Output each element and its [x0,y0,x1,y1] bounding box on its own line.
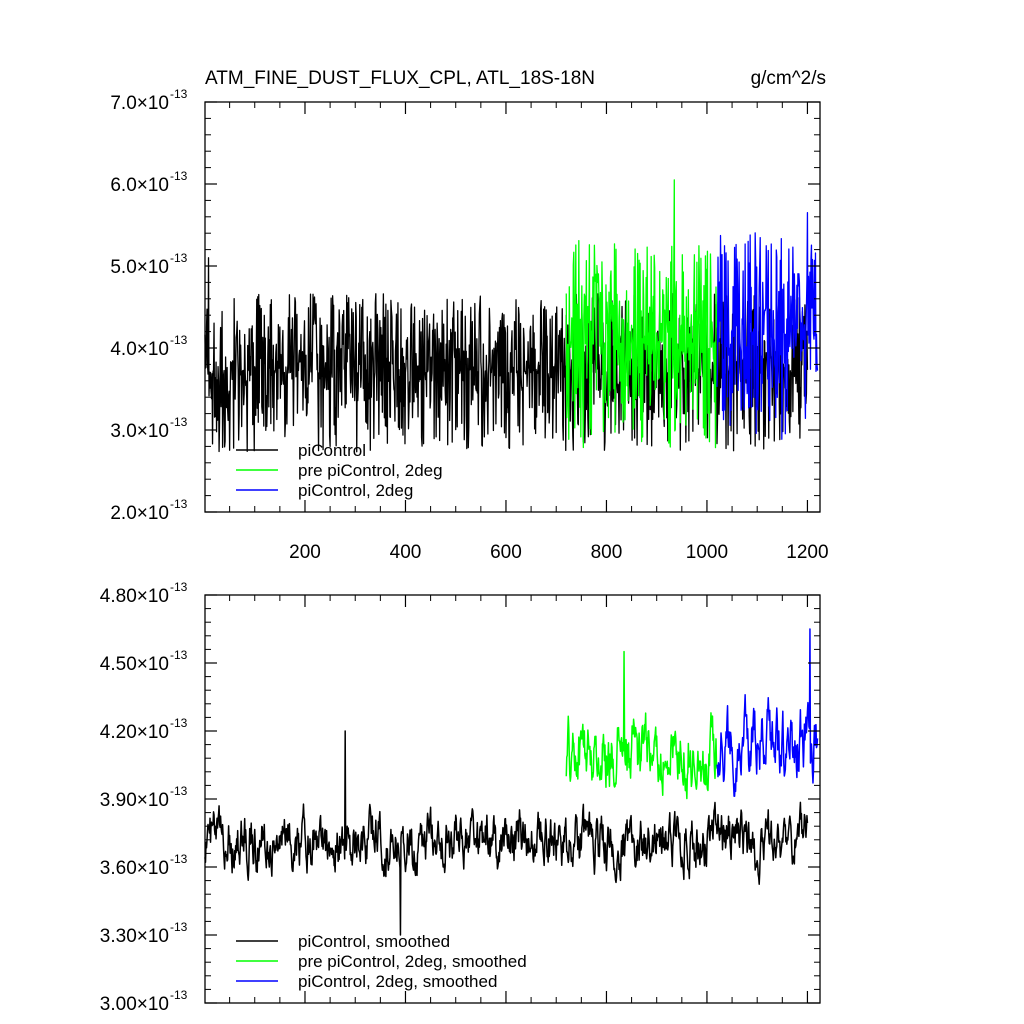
series-line-2 [565,650,718,800]
x-tick-label: 1000 [686,542,728,563]
y-tick-exponent: -13 [170,497,188,511]
series-line-3 [716,212,819,440]
y-tick-exponent: -13 [170,852,188,866]
y-tick-label: 4.80×10 [100,586,169,607]
top-chart-title: ATM_FINE_DUST_FLUX_CPL, ATL_18S-18N [205,68,595,89]
y-tick-label: 4.50×10 [100,654,169,675]
legend-entry-label: pre piControl, 2deg, smoothed [298,952,527,971]
y-tick-label: 3.30×10 [100,926,169,947]
top-chart-units: g/cm^2/s [751,68,826,89]
top-series-lines [204,179,819,453]
y-tick-exponent: -13 [170,716,188,730]
y-tick-label: 3.0×10 [110,421,169,442]
legend-entry-label: piControl, smoothed [298,932,450,951]
y-tick-exponent: -13 [170,580,188,594]
x-tick-label: 1200 [786,542,828,563]
series-line-2 [565,179,718,449]
y-tick-label: 5.0×10 [110,257,169,278]
series-line-3 [716,628,819,797]
bottom-axes: 3.00×10 -133.30×10 -133.60×10 -133.90×10 -13… [100,580,821,1015]
y-tick-exponent: -13 [170,169,188,183]
y-tick-exponent: -13 [170,648,188,662]
y-tick-exponent: -13 [170,784,188,798]
plot-frame [204,101,821,513]
legend-entry-label: pre piControl, 2deg [298,461,443,480]
legend-entry-label: piControl, 2deg [298,481,413,500]
series-line-1 [204,730,809,936]
x-tick-label: 200 [289,542,321,563]
y-tick-exponent: -13 [170,87,188,101]
y-tick-label: 6.0×10 [110,175,169,196]
bottom-panel: 3.00×10 -133.30×10 -133.60×10 -133.90×10 -13… [100,580,821,1015]
y-tick-label: 2.0×10 [110,503,169,524]
y-tick-label: 3.00×10 [100,994,169,1015]
y-tick-label: 4.0×10 [110,339,169,360]
y-tick-label: 4.20×10 [100,722,169,743]
y-tick-label: 3.60×10 [100,858,169,879]
y-tick-exponent: -13 [170,988,188,1002]
legend-entry-label: piControl, 2deg, smoothed [298,972,497,991]
x-tick-label: 400 [390,542,422,563]
y-tick-label: 3.90×10 [100,790,169,811]
x-tick-label: 600 [490,542,522,563]
y-tick-exponent: -13 [170,333,188,347]
bottom-series-lines [204,628,819,936]
y-tick-exponent: -13 [170,415,188,429]
top-panel: ATM_FINE_DUST_FLUX_CPL, ATL_18S-18N g/cm… [110,68,828,563]
legend-entry-label: piControl [298,441,366,460]
y-tick-exponent: -13 [170,920,188,934]
series-line-1 [204,257,809,453]
y-tick-label: 7.0×10 [110,93,169,114]
y-tick-exponent: -13 [170,251,188,265]
x-tick-label: 800 [591,542,623,563]
